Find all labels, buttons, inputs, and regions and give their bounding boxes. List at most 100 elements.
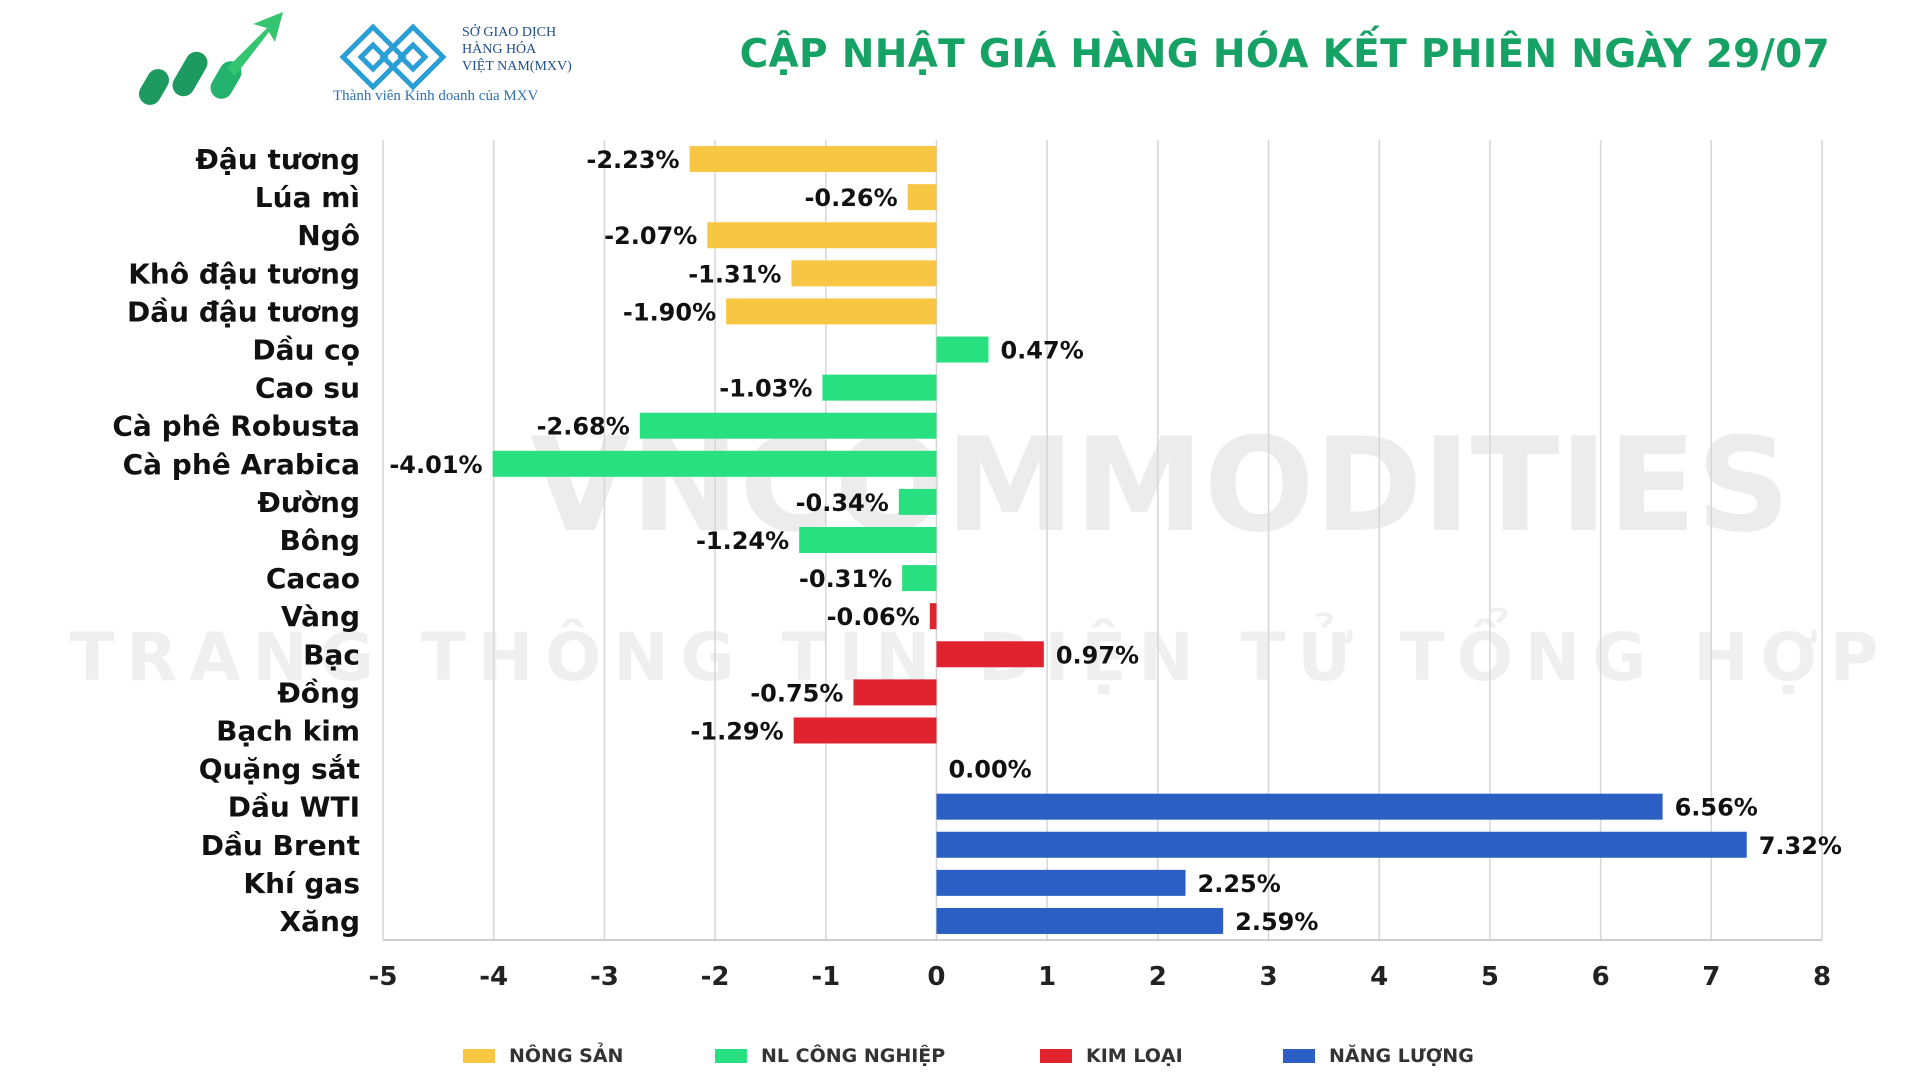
category-label: Khí gas <box>243 867 360 900</box>
data-label: -1.29% <box>690 717 783 745</box>
data-label: -2.07% <box>604 222 697 250</box>
data-label: 2.25% <box>1198 870 1281 898</box>
x-axis-tick-labels: -5 -4 -3 -2 -1 0 1 2 3 4 5 6 7 8 <box>369 962 1831 992</box>
category-label: Cà phê Arabica <box>123 448 360 481</box>
data-label: -0.06% <box>827 603 920 631</box>
x-tick-label: 3 <box>1259 962 1277 992</box>
category-label: Cacao <box>266 562 360 595</box>
bar-series <box>492 146 1747 934</box>
x-tick-label: 8 <box>1813 962 1831 992</box>
bar <box>929 603 937 630</box>
category-label: Khô đậu tương <box>128 257 360 290</box>
bar <box>822 374 937 401</box>
legend-swatch <box>1283 1049 1315 1063</box>
category-label: Dầu WTI <box>228 791 360 824</box>
data-label: 0.00% <box>948 756 1031 784</box>
category-label: Quặng sắt <box>199 753 360 786</box>
bar <box>907 184 937 211</box>
category-label: Bạc <box>303 638 360 671</box>
bar <box>902 565 937 592</box>
bar <box>936 336 989 363</box>
mxv-name-line: HÀNG HÓA <box>462 42 537 57</box>
page-title: CẬP NHẬT GIÁ HÀNG HÓA KẾT PHIÊN NGÀY 29/… <box>739 32 1830 77</box>
bar <box>689 146 937 173</box>
mxv-name: SỞ GIAO DỊCH HÀNG HÓA VIỆT NAM(MXV) <box>462 24 572 75</box>
legend-item: NÔNG SẢN <box>463 1045 623 1067</box>
category-label: Bông <box>279 524 360 557</box>
data-label: -0.75% <box>750 679 843 707</box>
mxv-name-line: SỞ GIAO DỊCH <box>462 25 557 40</box>
category-label: Dầu Brent <box>201 829 360 862</box>
x-tick-label: 6 <box>1592 962 1610 992</box>
data-label: -0.34% <box>796 489 889 517</box>
data-label: 6.56% <box>1675 794 1758 822</box>
data-label: -2.68% <box>537 413 630 441</box>
x-tick-label: 1 <box>1038 962 1056 992</box>
mxv-logo-icon <box>339 23 447 91</box>
x-tick-label: 0 <box>927 962 945 992</box>
category-label: Đồng <box>277 676 360 709</box>
category-label: Bạch kim <box>216 714 360 747</box>
x-tick-label: 5 <box>1481 962 1499 992</box>
legend-label: NĂNG LƯỢNG <box>1329 1045 1474 1067</box>
legend-item: NĂNG LƯỢNG <box>1283 1045 1474 1067</box>
category-label: Vàng <box>281 600 360 633</box>
legend-item: NL CÔNG NGHIỆP <box>715 1045 945 1067</box>
data-label: 0.47% <box>1000 337 1083 365</box>
bar <box>853 679 937 706</box>
data-label: -0.26% <box>804 184 897 212</box>
data-label: -1.31% <box>688 260 781 288</box>
x-tick-label: -3 <box>590 962 619 992</box>
category-label: Dầu cọ <box>252 334 360 367</box>
x-tick-label: -1 <box>811 962 840 992</box>
data-label: 0.97% <box>1056 641 1139 669</box>
x-tick-label: -5 <box>369 962 398 992</box>
category-label: Xăng <box>280 905 360 938</box>
data-label: -0.31% <box>799 565 892 593</box>
category-label: Lúa mì <box>255 181 360 214</box>
category-label: Dầu đậu tương <box>127 295 360 328</box>
x-tick-label: 2 <box>1149 962 1167 992</box>
data-label: 2.59% <box>1235 908 1318 936</box>
category-label: Cà phê Robusta <box>112 410 360 443</box>
bar <box>936 641 1044 668</box>
bar <box>793 717 937 744</box>
x-tick-label: 4 <box>1370 962 1388 992</box>
category-label: Ngô <box>297 219 360 252</box>
x-tick-label: -2 <box>701 962 730 992</box>
x-tick-label: -4 <box>479 962 508 992</box>
category-labels: Đậu tương Lúa mì Ngô Khô đậu tương Dầu đậu t… <box>112 143 360 938</box>
brand-arrow-logo-icon <box>139 12 283 105</box>
data-label: -4.01% <box>389 451 482 479</box>
bar <box>707 222 937 249</box>
category-label: Cao su <box>255 372 360 405</box>
bar <box>791 260 937 287</box>
value-labels: -2.23% -0.26% -2.07% -1.31% -1.90% 0.47% -1.03… <box>389 146 1842 936</box>
data-label: -1.90% <box>623 298 716 326</box>
category-label: Đậu tương <box>195 143 360 176</box>
bar <box>799 527 937 553</box>
legend-item: KIM LOẠI <box>1040 1045 1183 1067</box>
bar <box>936 869 1186 896</box>
bar <box>936 831 1747 858</box>
legend-label: NÔNG SẢN <box>509 1045 624 1067</box>
bar <box>898 488 937 515</box>
x-tick-label: 7 <box>1702 962 1720 992</box>
data-label: 7.32% <box>1759 832 1842 860</box>
bar <box>639 412 937 439</box>
legend-label: NL CÔNG NGHIỆP <box>761 1045 946 1067</box>
bar <box>726 298 937 325</box>
legend-label: KIM LOẠI <box>1086 1045 1183 1067</box>
data-label: -1.03% <box>719 375 812 403</box>
data-label: -2.23% <box>586 146 679 174</box>
mxv-tagline: Thành viên Kinh doanh của MXV <box>333 88 539 104</box>
legend-swatch <box>715 1049 747 1063</box>
legend-swatch <box>1040 1049 1072 1063</box>
bar <box>936 793 1663 820</box>
category-label: Đường <box>257 486 360 519</box>
bar <box>936 907 1224 934</box>
legend-swatch <box>463 1049 495 1063</box>
header: SỞ GIAO DỊCH HÀNG HÓA VIỆT NAM(MXV) Thàn… <box>0 0 1920 130</box>
bar <box>492 450 937 477</box>
